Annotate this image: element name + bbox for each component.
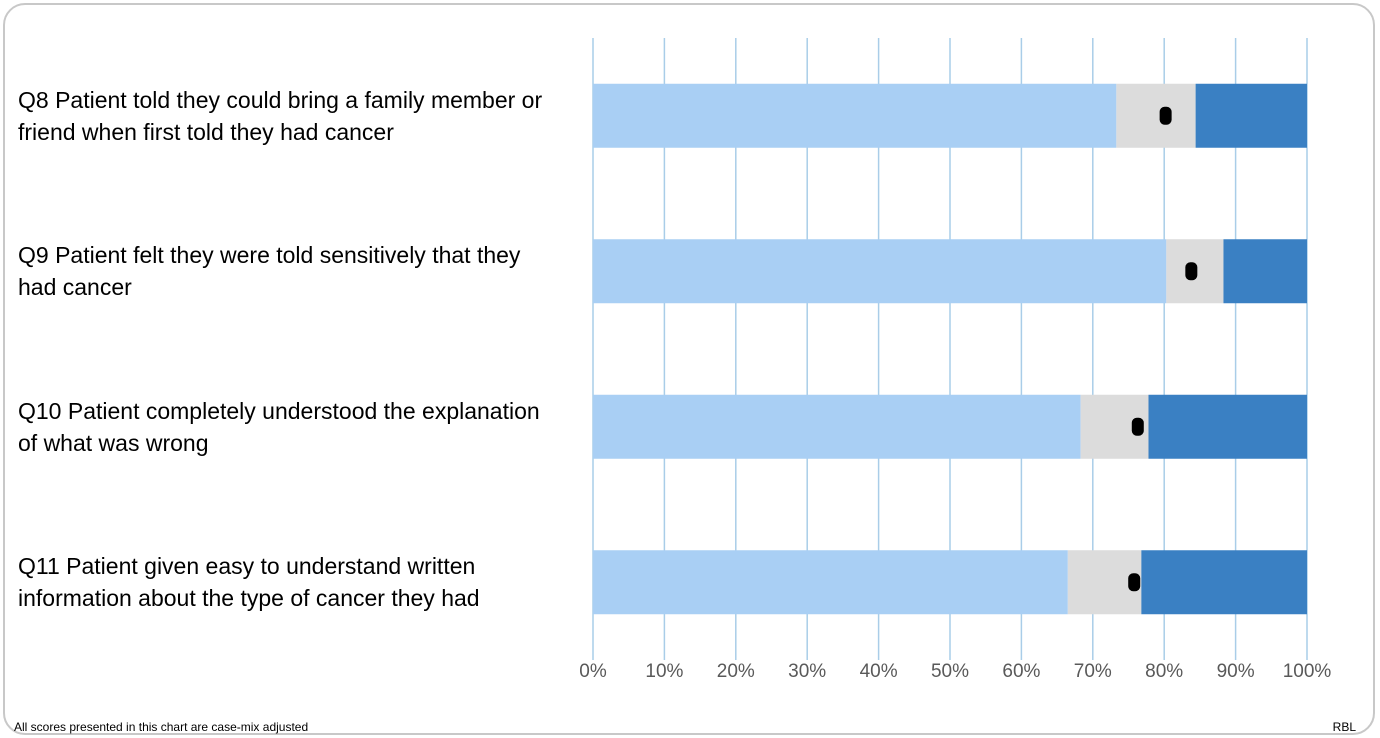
x-tick-label: 60% — [1002, 661, 1040, 682]
category-label: Q11 Patient given easy to understand wri… — [18, 553, 480, 612]
category-label: Q10 Patient completely understood the ex… — [18, 397, 540, 456]
bar-segment — [593, 550, 1068, 615]
x-tick-label: 20% — [717, 661, 755, 682]
bar-segment — [593, 394, 1081, 459]
score-marker — [1128, 573, 1141, 592]
x-tick-label: 80% — [1145, 661, 1183, 682]
category-label: Q8 Patient told they could bring a famil… — [18, 86, 543, 145]
x-tick-label: 30% — [788, 661, 826, 682]
bar-segment — [1223, 239, 1307, 304]
bar-segment — [1148, 394, 1307, 459]
x-tick-label: 40% — [860, 661, 898, 682]
category-label: Q9 Patient felt they were told sensitive… — [18, 242, 521, 301]
bar-segment — [1141, 550, 1307, 615]
x-tick-label: 50% — [931, 661, 969, 682]
score-marker — [1159, 106, 1172, 125]
score-marker — [1185, 262, 1198, 281]
score-marker — [1131, 417, 1144, 436]
bar-segment — [593, 83, 1117, 148]
bar-segment — [1195, 83, 1307, 148]
x-tick-label: 100% — [1283, 661, 1332, 682]
bar-segment — [1116, 83, 1196, 148]
bar-segment — [593, 239, 1167, 304]
x-tick-label: 90% — [1217, 661, 1255, 682]
x-tick-label: 70% — [1074, 661, 1112, 682]
trust-code: RBL — [1332, 720, 1356, 734]
x-tick-label: 0% — [579, 661, 607, 682]
footnote: All scores presented in this chart are c… — [14, 720, 309, 734]
x-tick-label: 10% — [645, 661, 683, 682]
